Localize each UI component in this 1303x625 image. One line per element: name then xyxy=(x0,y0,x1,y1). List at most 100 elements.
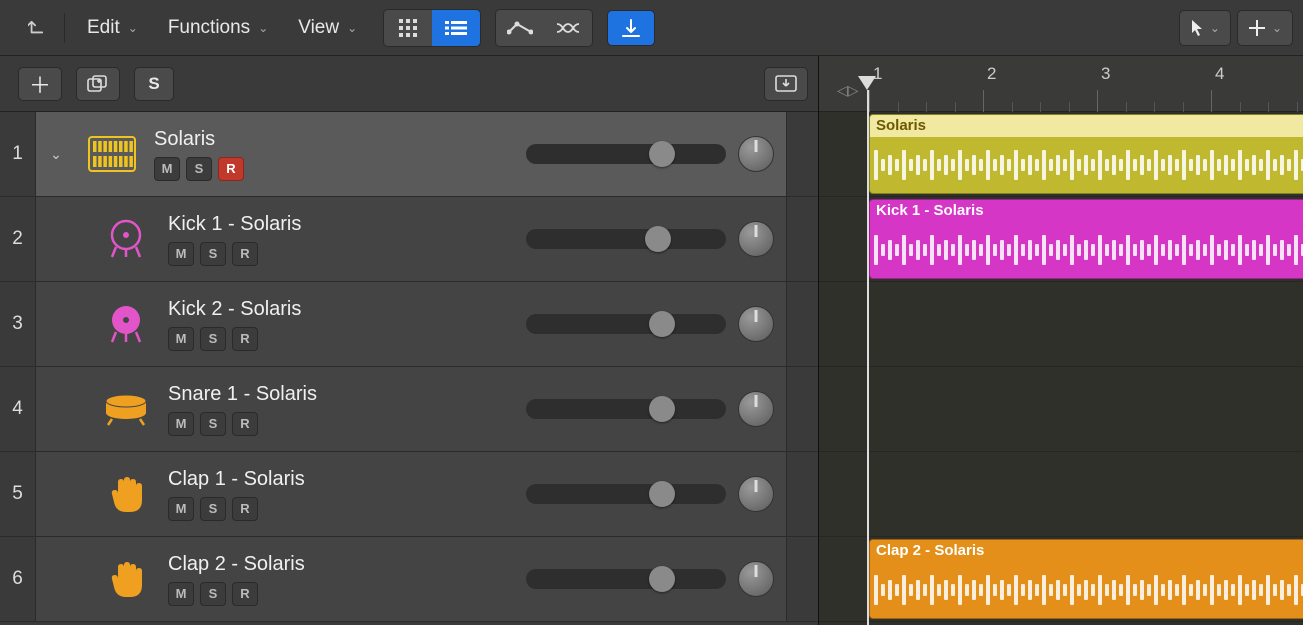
functions-menu[interactable]: Functions⌄ xyxy=(156,10,280,46)
pan-knob[interactable] xyxy=(738,391,774,427)
solo-button[interactable]: S xyxy=(200,497,226,521)
view-menu[interactable]: View⌄ xyxy=(286,10,369,46)
time-ruler[interactable]: ◁▷ 12345 xyxy=(819,56,1303,112)
midi-note xyxy=(1105,584,1109,596)
pan-knob[interactable] xyxy=(738,136,774,172)
region-header[interactable]: Kick 1 - Solaris xyxy=(870,200,1303,222)
playhead-line[interactable] xyxy=(867,90,869,625)
ruler-minor-tick xyxy=(1126,102,1127,112)
mute-button[interactable]: M xyxy=(168,327,194,351)
midi-note xyxy=(923,159,927,171)
automation-curve-button[interactable] xyxy=(496,10,544,46)
secondary-tool-button[interactable]: ⌄ xyxy=(1237,10,1293,46)
volume-slider[interactable] xyxy=(526,399,726,419)
midi-note xyxy=(1098,235,1102,265)
import-button[interactable] xyxy=(764,67,808,101)
back-up-button[interactable] xyxy=(18,10,54,46)
record-enable-button[interactable]: R xyxy=(232,327,258,351)
solo-button[interactable]: S xyxy=(200,327,226,351)
slider-thumb[interactable] xyxy=(645,226,671,252)
arrange-row[interactable] xyxy=(819,452,1303,537)
slider-thumb[interactable] xyxy=(649,141,675,167)
pan-knob[interactable] xyxy=(738,306,774,342)
midi-note xyxy=(1021,159,1025,171)
solo-button[interactable]: S xyxy=(200,412,226,436)
track-name: Clap 2 - Solaris xyxy=(168,553,428,576)
volume-slider[interactable] xyxy=(526,569,726,589)
catch-playhead-button[interactable] xyxy=(607,10,655,46)
solo-button[interactable]: S xyxy=(186,157,212,181)
pan-knob[interactable] xyxy=(738,561,774,597)
disclosure-toggle[interactable]: ⌄ xyxy=(42,140,70,168)
cycle-markers-icon[interactable]: ◁▷ xyxy=(837,82,859,99)
ruler-bar-number: 2 xyxy=(987,64,996,84)
record-enable-button[interactable]: R xyxy=(232,412,258,436)
midi-note xyxy=(1266,575,1270,605)
track-number: 1 xyxy=(0,112,36,196)
slider-thumb[interactable] xyxy=(649,311,675,337)
arrange-row[interactable] xyxy=(819,367,1303,452)
mute-button[interactable]: M xyxy=(168,582,194,606)
volume-slider[interactable] xyxy=(526,144,726,164)
mute-button[interactable]: M xyxy=(168,412,194,436)
track-name: Kick 2 - Solaris xyxy=(168,298,428,321)
solo-button[interactable]: S xyxy=(200,242,226,266)
track-number: 2 xyxy=(0,197,36,281)
flex-button[interactable] xyxy=(544,10,592,46)
track-row[interactable]: 3 Kick 2 - Solaris M S R xyxy=(0,282,818,367)
midi-note xyxy=(986,575,990,605)
edit-menu[interactable]: Edit⌄ xyxy=(75,10,150,46)
record-enable-button[interactable]: R xyxy=(232,497,258,521)
record-enable-button[interactable]: R xyxy=(218,157,244,181)
slider-thumb[interactable] xyxy=(649,566,675,592)
duplicate-track-button[interactable] xyxy=(76,67,120,101)
midi-note xyxy=(1196,580,1200,600)
arrange-row[interactable] xyxy=(819,282,1303,367)
midi-note xyxy=(1000,240,1004,260)
mute-button[interactable]: M xyxy=(168,497,194,521)
volume-slider[interactable] xyxy=(526,484,726,504)
track-row[interactable]: 6 Clap 2 - Solaris M S R xyxy=(0,537,818,622)
region-header[interactable]: Clap 2 - Solaris xyxy=(870,540,1303,562)
region[interactable]: Kick 1 - Solaris xyxy=(869,199,1303,279)
pan-knob[interactable] xyxy=(738,476,774,512)
record-enable-button[interactable]: R xyxy=(232,582,258,606)
region-area[interactable]: Solaris Kick 1 - Solaris Clap 2 - Solari… xyxy=(819,112,1303,625)
list-view-button[interactable] xyxy=(432,10,480,46)
region-header[interactable]: Solaris xyxy=(870,115,1303,137)
midi-note xyxy=(1294,575,1298,605)
region[interactable]: Clap 2 - Solaris xyxy=(869,539,1303,619)
midi-note xyxy=(1112,580,1116,600)
midi-note xyxy=(909,159,913,171)
midi-note xyxy=(1077,584,1081,596)
slider-thumb[interactable] xyxy=(649,481,675,507)
mute-button[interactable]: M xyxy=(168,242,194,266)
midi-note xyxy=(909,584,913,596)
midi-note xyxy=(902,150,906,180)
track-row[interactable]: 2 Kick 1 - Solaris M S R xyxy=(0,197,818,282)
region[interactable]: Solaris xyxy=(869,114,1303,194)
pointer-tool-button[interactable]: ⌄ xyxy=(1179,10,1231,46)
track-row[interactable]: 5 Clap 1 - Solaris M S R xyxy=(0,452,818,537)
global-solo-button[interactable]: S xyxy=(134,67,174,101)
volume-slider[interactable] xyxy=(526,229,726,249)
track-edge xyxy=(786,367,818,451)
solo-button[interactable]: S xyxy=(200,582,226,606)
playhead-icon[interactable] xyxy=(858,76,876,90)
add-track-button[interactable]: ＋ xyxy=(18,67,62,101)
volume-slider[interactable] xyxy=(526,314,726,334)
track-row[interactable]: 4 Snare 1 - Solaris M S R xyxy=(0,367,818,452)
slider-thumb[interactable] xyxy=(649,396,675,422)
midi-note xyxy=(1035,584,1039,596)
pan-knob[interactable] xyxy=(738,221,774,257)
ruler-bar-number: 3 xyxy=(1101,64,1110,84)
mute-button[interactable]: M xyxy=(154,157,180,181)
midi-note xyxy=(1014,575,1018,605)
record-enable-button[interactable]: R xyxy=(232,242,258,266)
midi-note xyxy=(1140,240,1144,260)
midi-note xyxy=(1042,150,1046,180)
track-row[interactable]: 1 ⌄ Solaris M S R xyxy=(0,112,818,197)
midi-note xyxy=(1203,244,1207,256)
grid-view-button[interactable] xyxy=(384,10,432,46)
midi-note xyxy=(1021,584,1025,596)
